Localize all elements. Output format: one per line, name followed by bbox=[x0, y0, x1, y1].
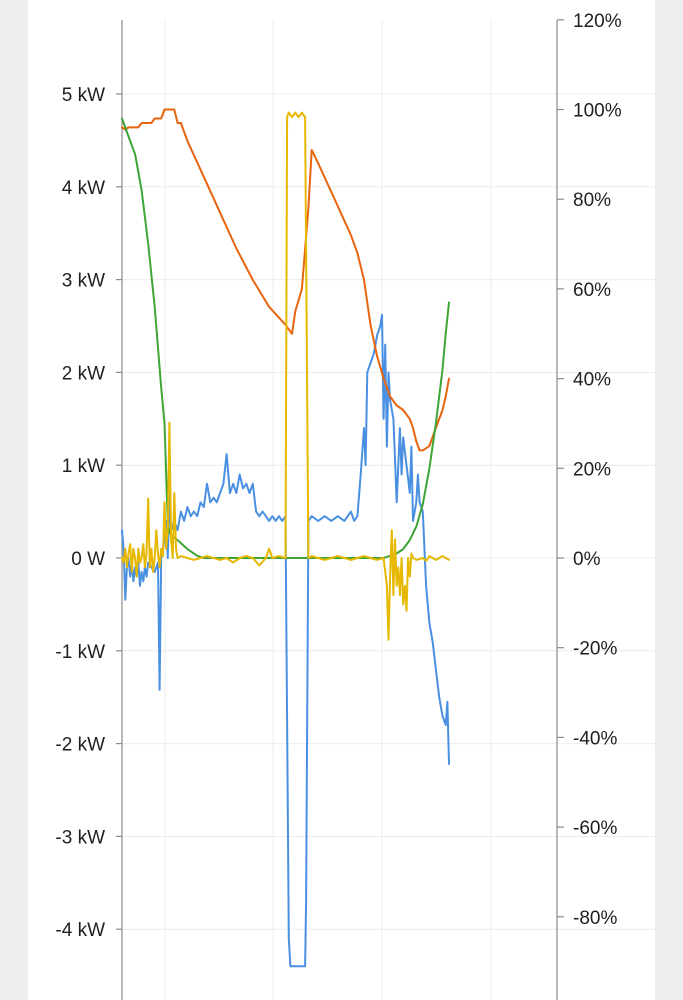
chart-card bbox=[28, 0, 655, 1000]
left-tick-label-9: -4 kW bbox=[55, 920, 105, 941]
left-tick-label-7: -2 kW bbox=[55, 735, 105, 756]
left-tick-label-8: -3 kW bbox=[55, 827, 105, 848]
left-tick-label-4: 1 kW bbox=[62, 456, 105, 477]
right-tick-label-1: 100% bbox=[573, 101, 622, 122]
right-tick-label-3: 60% bbox=[573, 280, 611, 301]
right-tick-label-2: 80% bbox=[573, 190, 611, 211]
series-line-3 bbox=[121, 111, 450, 641]
right-tick-label-8: -40% bbox=[573, 728, 617, 749]
left-tick-label-0: 5 kW bbox=[62, 85, 105, 106]
left-tick-label-1: 4 kW bbox=[62, 178, 105, 199]
series-lines bbox=[121, 108, 450, 968]
right-tick-label-6: 0% bbox=[573, 549, 601, 570]
left-tick-label-5: 0 W bbox=[71, 549, 105, 570]
right-tick-label-10: -80% bbox=[573, 908, 617, 929]
right-tick-label-4: 40% bbox=[573, 370, 611, 391]
right-tick-label-9: -60% bbox=[573, 818, 617, 839]
right-tick-label-7: -20% bbox=[573, 639, 617, 660]
left-axis-ticks: 5 kW 4 kW 3 kW 2 kW 1 kW 0 W -1 kW -2 kW -3 kW -4… bbox=[55, 85, 122, 941]
right-tick-label-0: 120% bbox=[573, 11, 622, 32]
grid bbox=[122, 20, 655, 1000]
right-tick-label-5: 20% bbox=[573, 459, 611, 480]
left-tick-label-6: -1 kW bbox=[55, 642, 105, 663]
left-tick-label-2: 3 kW bbox=[62, 271, 105, 292]
series-line-1 bbox=[121, 108, 450, 452]
series-line-0 bbox=[121, 313, 450, 968]
left-tick-label-3: 2 kW bbox=[62, 363, 105, 384]
right-axis-ticks: 120% 100% 80% 60% 40% 20% 0% -20% -40% -60% -80% bbox=[557, 11, 622, 929]
